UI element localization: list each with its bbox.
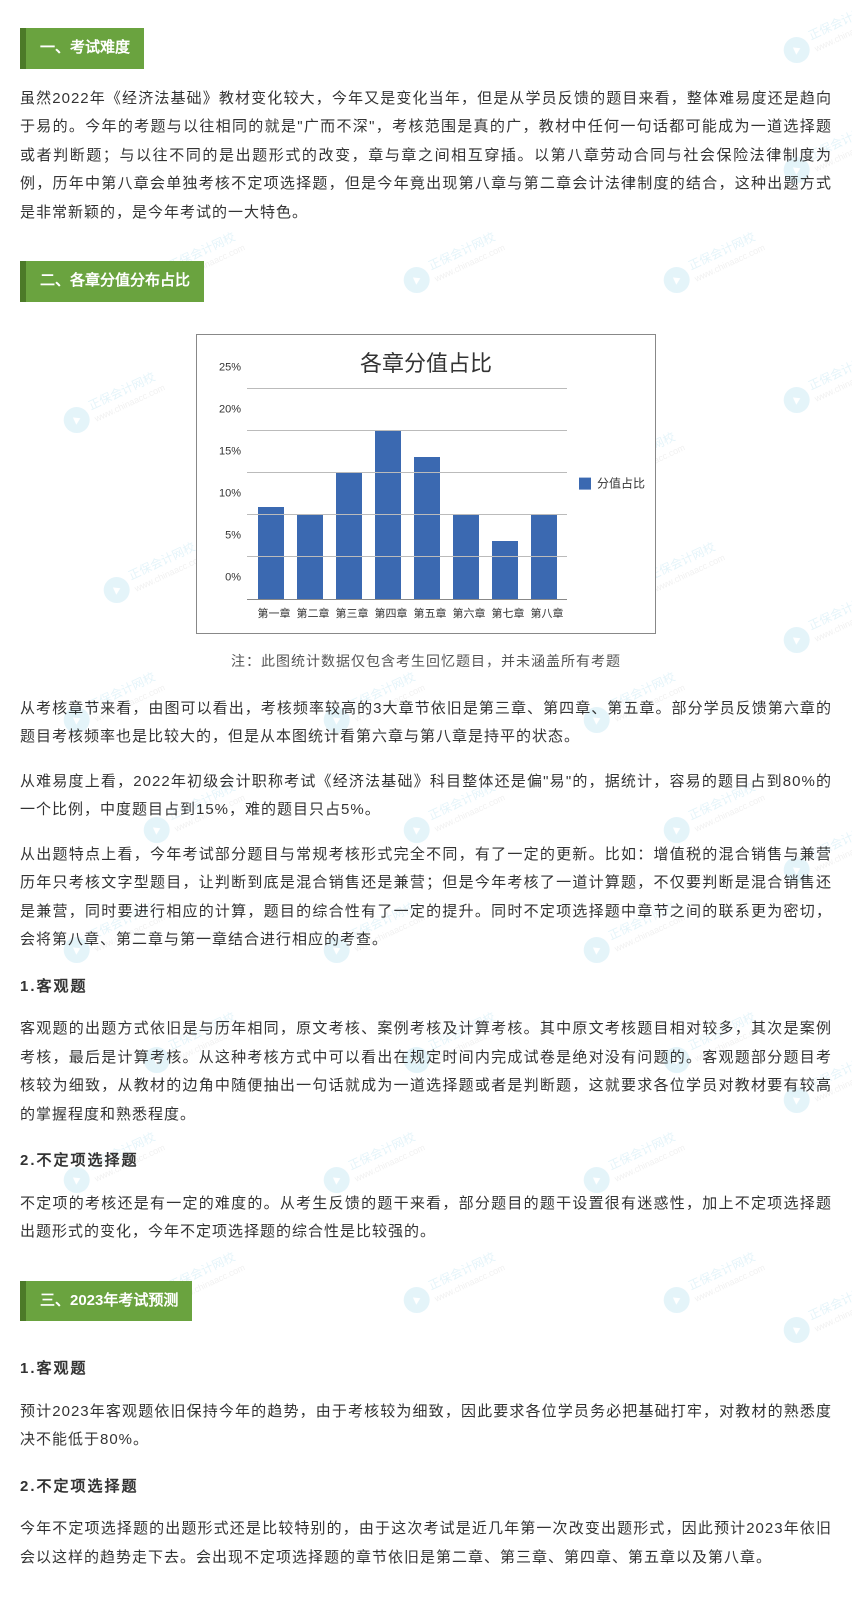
chart-legend: 分值占比 (579, 472, 645, 495)
chart-x-labels: 第一章第二章第三章第四章第五章第六章第七章第八章 (247, 600, 567, 625)
chart-bar (492, 541, 518, 600)
chart-bar (531, 515, 557, 599)
chart-x-tick-label: 第三章 (336, 604, 362, 625)
section-2-subheading-1: 1.客观题 (20, 973, 832, 1002)
chart-bars (247, 390, 567, 599)
chart-gridline (247, 472, 567, 473)
chart-y-tick-label: 0% (207, 568, 241, 589)
legend-swatch (579, 478, 591, 490)
chart-note: 注：此图统计数据仅包含考生回忆题目，并未涵盖所有考题 (20, 648, 832, 675)
section-3-subheading-1: 1.客观题 (20, 1355, 832, 1384)
legend-label: 分值占比 (597, 472, 645, 495)
chart-plot-area: 0%5%10%15%20%25% (247, 390, 567, 600)
section-2-paragraph-3: 从出题特点上看，今年考试部分题目与常规考核形式完全不同，有了一定的更新。比如：增… (20, 841, 832, 955)
chart-box: 各章分值占比 0%5%10%15%20%25% 第一章第二章第三章第四章第五章第… (196, 334, 656, 635)
section-2-paragraph-4: 客观题的出题方式依旧是与历年相同，原文考核、案例考核及计算考核。其中原文考核题目… (20, 1015, 832, 1129)
chart-x-tick-label: 第七章 (492, 604, 518, 625)
chart-container: 各章分值占比 0%5%10%15%20%25% 第一章第二章第三章第四章第五章第… (20, 334, 832, 635)
section-3-header: 三、2023年考试预测 (20, 1281, 192, 1322)
section-2-paragraph-5: 不定项的考核还是有一定的难度的。从考生反馈的题干来看，部分题目的题干设置很有迷惑… (20, 1190, 832, 1247)
chart-x-tick-label: 第六章 (453, 604, 479, 625)
section-1-header: 一、考试难度 (20, 28, 144, 69)
chart-x-tick-label: 第四章 (375, 604, 401, 625)
chart-x-tick-label: 第八章 (531, 604, 557, 625)
chart-gridline (247, 556, 567, 557)
chart-y-tick-label: 10% (207, 484, 241, 505)
chart-gridline (247, 514, 567, 515)
chart-gridline (247, 430, 567, 431)
chart-title: 各章分值占比 (205, 343, 647, 385)
section-2-subheading-2: 2.不定项选择题 (20, 1147, 832, 1176)
section-1-paragraph-1: 虽然2022年《经济法基础》教材变化较大，今年又是变化当年，但是从学员反馈的题目… (20, 85, 832, 228)
section-2-paragraph-1: 从考核章节来看，由图可以看出，考核频率较高的3大章节依旧是第三章、第四章、第五章… (20, 695, 832, 752)
chart-bar (375, 431, 401, 599)
chart-bar (453, 515, 479, 599)
section-2-header: 二、各章分值分布占比 (20, 261, 204, 302)
chart-y-tick-label: 5% (207, 526, 241, 547)
document-content: 一、考试难度 虽然2022年《经济法基础》教材变化较大，今年又是变化当年，但是从… (20, 10, 832, 1572)
section-3-subheading-2: 2.不定项选择题 (20, 1473, 832, 1502)
chart-y-tick-label: 15% (207, 442, 241, 463)
chart-y-tick-label: 20% (207, 400, 241, 421)
chart-x-tick-label: 第二章 (297, 604, 323, 625)
chart-gridline (247, 388, 567, 389)
chart-bar (258, 507, 284, 599)
section-3-paragraph-2: 今年不定项选择题的出题形式还是比较特别的，由于这次考试是近几年第一次改变出题形式… (20, 1515, 832, 1572)
chart-bar (414, 457, 440, 600)
section-3-paragraph-1: 预计2023年客观题依旧保持今年的趋势，由于考核较为细致，因此要求各位学员务必把… (20, 1398, 832, 1455)
chart-bar (336, 473, 362, 599)
chart-x-tick-label: 第五章 (414, 604, 440, 625)
chart-bar (297, 515, 323, 599)
chart-y-tick-label: 25% (207, 358, 241, 379)
section-2-paragraph-2: 从难易度上看，2022年初级会计职称考试《经济法基础》科目整体还是偏"易"的，据… (20, 768, 832, 825)
chart-x-tick-label: 第一章 (258, 604, 284, 625)
